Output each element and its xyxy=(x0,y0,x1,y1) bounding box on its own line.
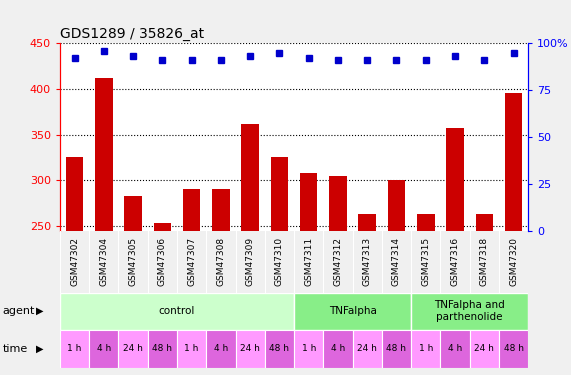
Bar xyxy=(470,330,499,368)
Bar xyxy=(323,330,353,368)
Text: GSM47307: GSM47307 xyxy=(187,237,196,286)
Bar xyxy=(89,330,119,368)
Text: TNFalpha: TNFalpha xyxy=(329,306,376,316)
Text: agent: agent xyxy=(3,306,35,316)
Bar xyxy=(66,158,83,375)
Text: GSM47310: GSM47310 xyxy=(275,237,284,286)
Text: GSM47316: GSM47316 xyxy=(451,237,460,286)
Text: 24 h: 24 h xyxy=(357,344,377,353)
Bar xyxy=(359,214,376,375)
Text: 48 h: 48 h xyxy=(504,344,524,353)
Text: GSM47311: GSM47311 xyxy=(304,237,313,286)
Bar xyxy=(95,78,112,375)
Text: GSM47312: GSM47312 xyxy=(333,237,343,286)
Bar xyxy=(60,330,89,368)
Bar xyxy=(236,330,265,368)
Bar xyxy=(294,292,411,330)
Bar xyxy=(271,158,288,375)
Text: control: control xyxy=(159,306,195,316)
Text: GSM47309: GSM47309 xyxy=(246,237,255,286)
Bar xyxy=(388,180,405,375)
Bar xyxy=(353,330,382,368)
Bar xyxy=(382,330,411,368)
Text: 48 h: 48 h xyxy=(270,344,289,353)
Text: 24 h: 24 h xyxy=(475,344,494,353)
Bar xyxy=(329,176,347,375)
Text: GSM47308: GSM47308 xyxy=(216,237,226,286)
Bar xyxy=(265,330,294,368)
Text: 1 h: 1 h xyxy=(419,344,433,353)
Bar xyxy=(447,128,464,375)
Text: 24 h: 24 h xyxy=(240,344,260,353)
Bar xyxy=(440,330,470,368)
Bar xyxy=(505,93,522,375)
Text: GSM47318: GSM47318 xyxy=(480,237,489,286)
Bar xyxy=(177,330,206,368)
Bar xyxy=(148,330,177,368)
Text: GSM47315: GSM47315 xyxy=(421,237,431,286)
Bar xyxy=(206,330,236,368)
Text: GDS1289 / 35826_at: GDS1289 / 35826_at xyxy=(60,27,204,41)
Bar xyxy=(242,124,259,375)
Text: GSM47304: GSM47304 xyxy=(99,237,108,286)
Text: GSM47305: GSM47305 xyxy=(128,237,138,286)
Bar xyxy=(499,330,528,368)
Bar xyxy=(476,214,493,375)
Bar xyxy=(411,330,440,368)
Text: ▶: ▶ xyxy=(36,344,43,354)
Text: GSM47306: GSM47306 xyxy=(158,237,167,286)
Text: 48 h: 48 h xyxy=(152,344,172,353)
Text: GSM47314: GSM47314 xyxy=(392,237,401,286)
Text: GSM47313: GSM47313 xyxy=(363,237,372,286)
Text: GSM47302: GSM47302 xyxy=(70,237,79,286)
Text: 48 h: 48 h xyxy=(387,344,407,353)
Text: GSM47320: GSM47320 xyxy=(509,237,518,286)
Text: 4 h: 4 h xyxy=(214,344,228,353)
Bar xyxy=(183,189,200,375)
Bar xyxy=(300,173,317,375)
Bar xyxy=(212,189,230,375)
Text: time: time xyxy=(3,344,28,354)
Bar xyxy=(60,292,294,330)
Bar xyxy=(294,330,323,368)
Bar xyxy=(411,292,528,330)
Bar xyxy=(154,223,171,375)
Bar xyxy=(119,330,148,368)
Bar xyxy=(124,196,142,375)
Text: 1 h: 1 h xyxy=(184,344,199,353)
Bar xyxy=(417,214,435,375)
Text: ▶: ▶ xyxy=(36,306,43,316)
Text: 4 h: 4 h xyxy=(331,344,345,353)
Text: 4 h: 4 h xyxy=(96,344,111,353)
Text: TNFalpha and
parthenolide: TNFalpha and parthenolide xyxy=(435,300,505,322)
Text: 1 h: 1 h xyxy=(67,344,82,353)
Text: 24 h: 24 h xyxy=(123,344,143,353)
Text: 4 h: 4 h xyxy=(448,344,462,353)
Text: 1 h: 1 h xyxy=(301,344,316,353)
